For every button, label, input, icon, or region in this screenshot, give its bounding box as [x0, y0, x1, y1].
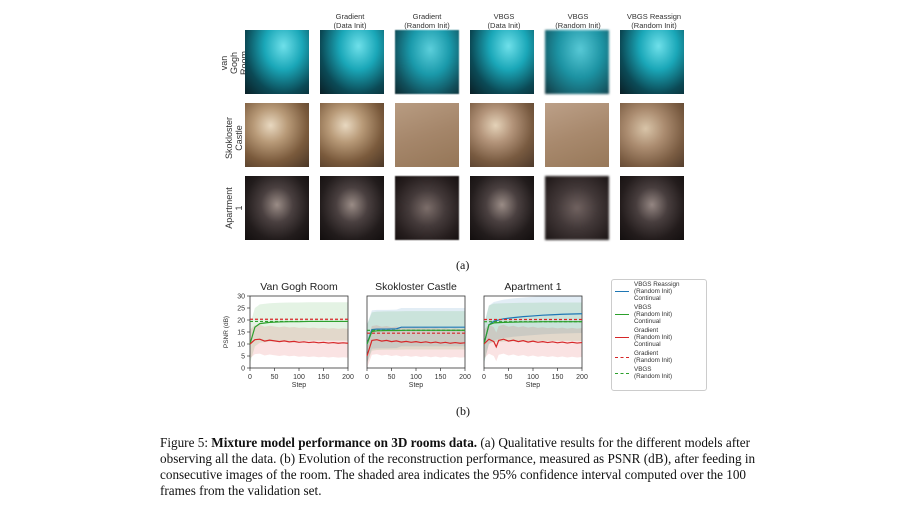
x-tick-label: 150	[318, 374, 330, 381]
legend-swatch	[615, 314, 629, 315]
y-tick-label: 25	[237, 306, 245, 313]
thumb-vangogh-gradient-data	[320, 30, 384, 94]
column-header-vbgs-reassign: VBGS Reassign (Random Init)	[626, 12, 682, 30]
x-axis-label: Step	[526, 382, 541, 389]
y-tick-label: 10	[237, 342, 245, 349]
thumb-vangogh-vbgs-data	[470, 30, 534, 94]
confidence-band	[250, 302, 348, 364]
x-tick-label: 0	[365, 374, 369, 381]
confidence-band	[367, 308, 465, 364]
legend-swatch	[615, 291, 629, 292]
x-axis-label: Step	[409, 382, 424, 389]
legend: VBGS Reassign (Random Init) Continual VBG…	[611, 279, 707, 391]
row-label-van-gogh: van Gogh Room	[219, 50, 250, 76]
x-axis-label: Step	[292, 382, 307, 389]
legend-label: VBGS Reassign (Random Init) Continual	[634, 281, 680, 302]
thumb-vangogh-ground-truth	[245, 30, 309, 94]
x-tick-label: 0	[482, 374, 486, 381]
x-tick-label: 200	[459, 374, 471, 381]
caption-text: (a) Qualitative results for the differen…	[160, 435, 756, 498]
thumb-apartment-vbgs-data	[470, 176, 534, 240]
series-line	[366, 326, 465, 345]
series-line	[483, 338, 583, 349]
plot-title: Van Gogh Room	[260, 281, 338, 293]
legend-label: VBGS (Random Init)	[634, 366, 673, 380]
thumb-skokloster-vbgs-random	[545, 103, 609, 167]
thumb-apartment-gradient-data	[320, 176, 384, 240]
sublabel-b: (b)	[456, 404, 470, 418]
confidence-band	[484, 296, 582, 364]
thumb-skokloster-vbgs-data	[470, 103, 534, 167]
thumb-vangogh-vbgs-random	[545, 30, 609, 94]
y-tick-label: 0	[241, 366, 245, 373]
thumb-apartment-vbgs-reassign	[620, 176, 684, 240]
column-header-gradient-random-init: Gradient (Random Init)	[404, 12, 450, 30]
row-label-skokloster: Skokloster Castle	[224, 116, 244, 160]
caption-label: Figure 5:	[160, 435, 208, 450]
thumb-skokloster-vbgs-reassign	[620, 103, 684, 167]
thumb-apartment-ground-truth	[245, 176, 309, 240]
confidence-band	[367, 325, 465, 368]
legend-entry: VBGS (Random Init) Continual	[615, 304, 702, 325]
plot-panel-2: Apartment 1 0 50 100 150 200 Step	[482, 281, 588, 389]
thumb-apartment-vbgs-random	[545, 176, 609, 240]
figure-caption: Figure 5: Mixture model performance on 3…	[160, 435, 780, 499]
series-line	[366, 339, 466, 357]
x-tick-label: 200	[342, 374, 354, 381]
x-tick-label: 50	[388, 374, 396, 381]
x-tick-label: 50	[271, 374, 279, 381]
column-header-vbgs-random-init: VBGS (Random Init)	[555, 12, 601, 30]
confidence-band	[250, 324, 348, 359]
plot-title: Skokloster Castle	[375, 281, 457, 293]
series-line	[483, 313, 583, 345]
thumb-skokloster-ground-truth	[245, 103, 309, 167]
x-tick-label: 50	[505, 374, 513, 381]
x-tick-label: 200	[576, 374, 588, 381]
row-label-apartment: Apartment 1	[224, 187, 244, 229]
y-axis-label: PSNR (dB)	[223, 316, 230, 348]
thumb-apartment-gradient-random	[395, 176, 459, 240]
legend-swatch	[615, 356, 629, 358]
legend-label: VBGS (Random Init) Continual	[634, 304, 673, 325]
y-tick-label: 30	[237, 294, 245, 301]
confidence-band	[484, 324, 582, 362]
x-tick-label: 150	[552, 374, 564, 381]
column-header-vbgs-data-init: VBGS (Data Init)	[487, 12, 521, 30]
thumb-skokloster-gradient-data	[320, 103, 384, 167]
plot-title: Apartment 1	[504, 281, 561, 293]
x-tick-label: 0	[248, 374, 252, 381]
thumb-skokloster-gradient-random	[395, 103, 459, 167]
legend-entry: VBGS Reassign (Random Init) Continual	[615, 281, 702, 302]
plot-panel-1: Skokloster Castle 0 50 100 150 200 Step	[365, 281, 471, 389]
thumb-vangogh-gradient-random	[395, 30, 459, 94]
psnr-plots: Van Gogh Room 0 50 100 150 200 Step 0 5 10 15 20 25 3…	[223, 281, 588, 389]
legend-entry: VBGS (Random Init)	[615, 366, 702, 380]
x-tick-label: 150	[435, 374, 447, 381]
sublabel-a: (a)	[456, 258, 470, 272]
series-line	[249, 338, 349, 345]
x-tick-label: 100	[527, 374, 539, 381]
legend-label: Gradient (Random Init) Continual	[634, 327, 673, 348]
legend-entry: Gradient (Random Init)	[615, 350, 702, 364]
x-tick-label: 100	[293, 374, 305, 381]
x-tick-label: 100	[410, 374, 422, 381]
thumb-vangogh-vbgs-reassign	[620, 30, 684, 94]
y-tick-label: 20	[237, 318, 245, 325]
column-header-gradient-data-init: Gradient (Data Init)	[333, 12, 367, 30]
legend-swatch	[615, 372, 629, 374]
legend-label: Gradient (Random Init)	[634, 350, 673, 364]
y-tick-label: 5	[241, 354, 245, 361]
legend-entry: Gradient (Random Init) Continual	[615, 327, 702, 348]
y-tick-label: 15	[237, 330, 245, 337]
plot-panel-0: Van Gogh Room 0 50 100 150 200 Step 0 5 10 15 20 25 3…	[223, 281, 354, 389]
legend-swatch	[615, 337, 629, 338]
confidence-band	[367, 311, 465, 364]
caption-title: Mixture model performance on 3D rooms da…	[211, 435, 478, 450]
